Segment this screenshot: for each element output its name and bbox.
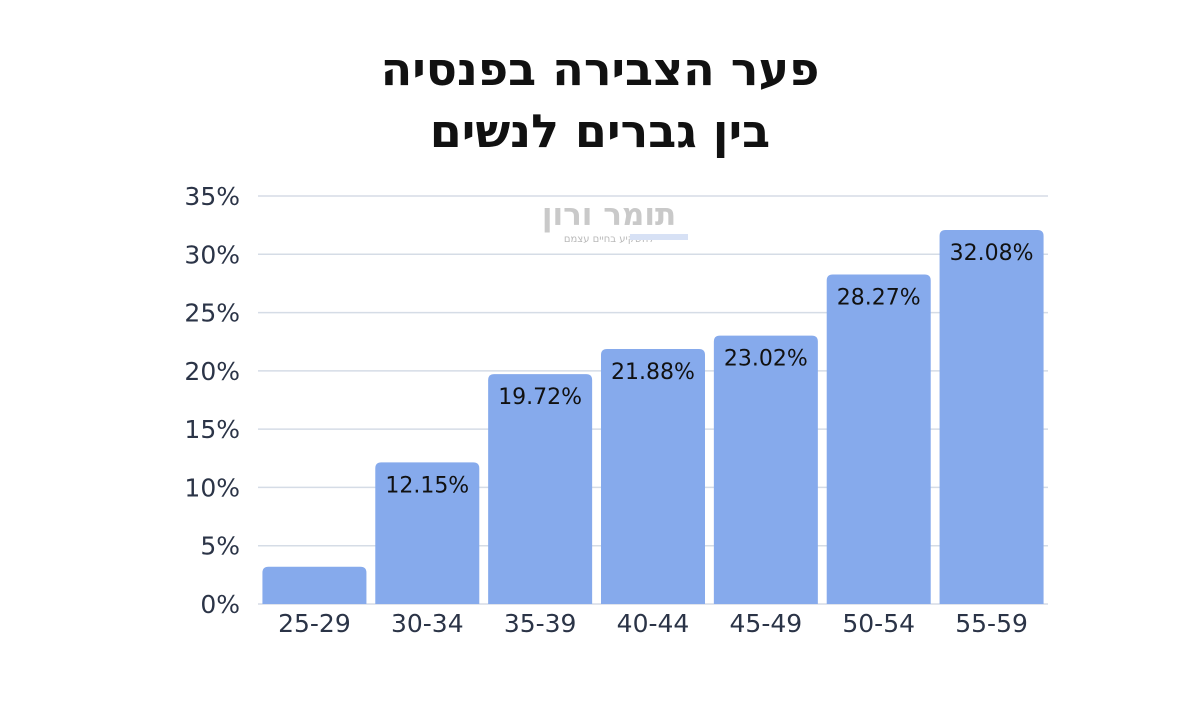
y-tick-label: 0% bbox=[200, 590, 240, 619]
x-tick-label: 35-39 bbox=[504, 609, 577, 638]
x-tick-label: 50-54 bbox=[842, 609, 915, 638]
bar bbox=[826, 274, 931, 604]
watermark-underline bbox=[630, 234, 688, 240]
x-tick-label: 55-59 bbox=[955, 609, 1028, 638]
bar bbox=[375, 462, 480, 604]
bar bbox=[601, 348, 705, 604]
bar bbox=[713, 335, 818, 604]
bar-value-label: 12.15% bbox=[385, 473, 469, 498]
y-tick-label: 30% bbox=[184, 240, 240, 269]
bar-value-label: 28.27% bbox=[837, 285, 921, 310]
bar bbox=[939, 230, 1044, 604]
bar bbox=[262, 566, 367, 604]
watermark-tagline: להשקיע בחיים עצמם bbox=[563, 234, 655, 245]
bar-value-label: 32.08% bbox=[950, 241, 1034, 266]
y-tick-label: 35% bbox=[184, 182, 240, 211]
watermark-logo: תומר ורון להשקיע בחיים עצמם bbox=[530, 196, 688, 246]
bar-value-label: 19.72% bbox=[498, 385, 582, 410]
chart-title-line-2: בין גברים לנשים bbox=[429, 104, 771, 158]
x-tick-label: 45-49 bbox=[730, 609, 803, 638]
y-tick-label: 20% bbox=[184, 357, 240, 386]
bar-value-label: 23.02% bbox=[724, 347, 808, 372]
chart-title-line-1: פער הצבירה בפנסיה bbox=[380, 42, 820, 96]
y-tick-label: 10% bbox=[184, 473, 240, 502]
x-tick-label: 25-29 bbox=[278, 609, 351, 638]
bar bbox=[488, 374, 593, 604]
y-tick-label: 5% bbox=[200, 532, 240, 561]
x-tick-label: 30-34 bbox=[391, 609, 464, 638]
y-tick-label: 25% bbox=[184, 299, 240, 328]
y-tick-label: 15% bbox=[184, 415, 240, 444]
watermark-name: תומר ורון bbox=[541, 197, 677, 233]
x-tick-label: 40-44 bbox=[617, 609, 690, 638]
bar-value-label: 21.88% bbox=[611, 360, 695, 385]
chart-title: פער הצבירה בפנסיה בין גברים לנשים bbox=[0, 38, 1200, 162]
